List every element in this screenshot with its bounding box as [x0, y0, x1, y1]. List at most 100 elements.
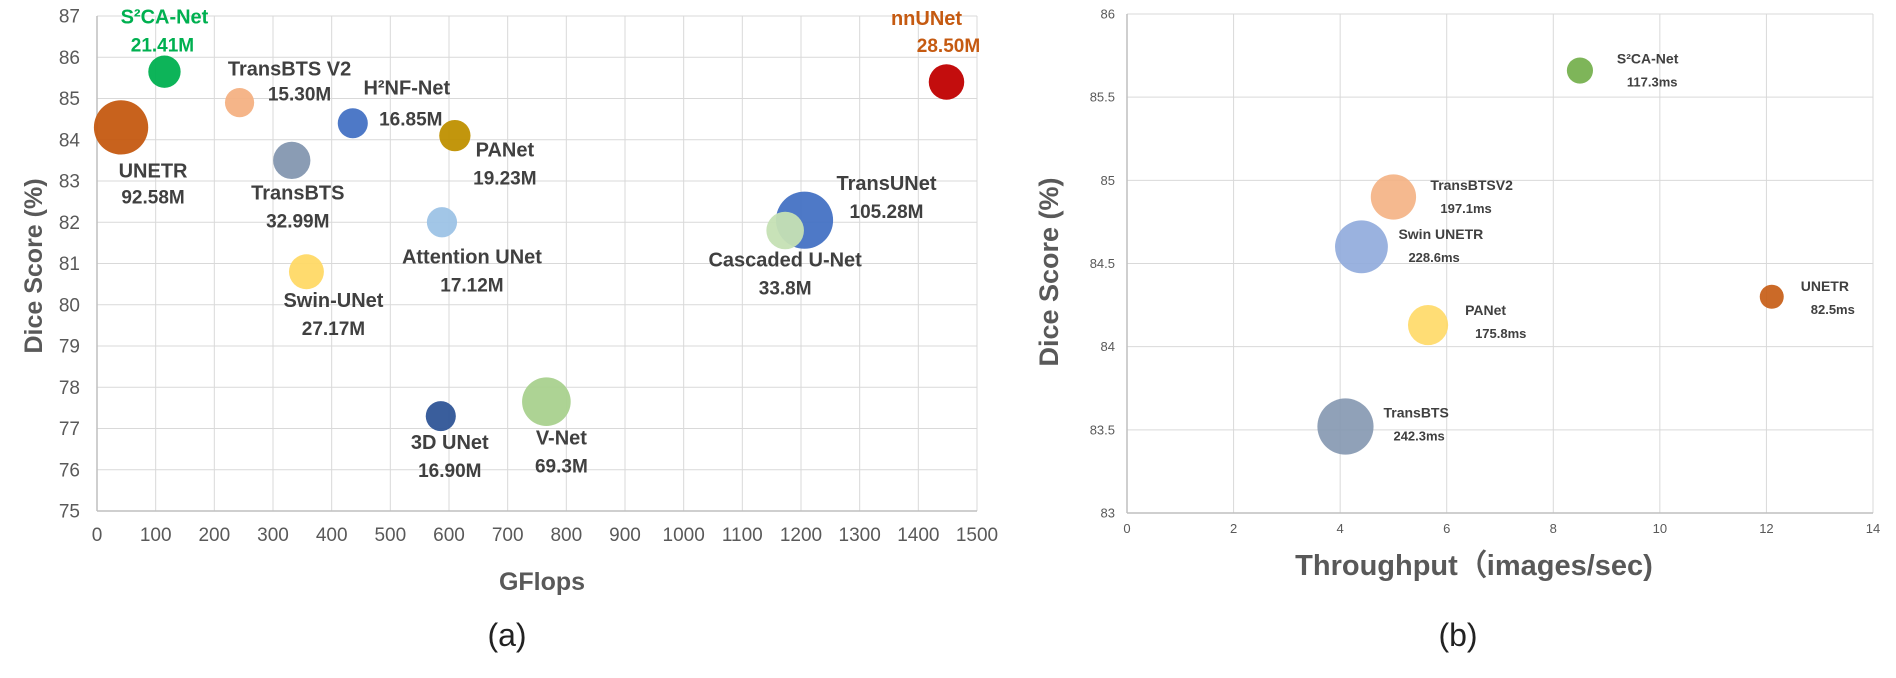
- panel-a-grid: [96, 15, 978, 512]
- panel-a-y-axis-title: Dice Score (%): [20, 178, 48, 353]
- x-tick-label: 1200: [780, 525, 822, 546]
- x-tick-label: 300: [257, 525, 289, 546]
- data-point-h-nf-net: [337, 108, 368, 139]
- panel-b-x-ticks: 0 2 4 6 8 10 12 14: [1123, 521, 1880, 536]
- x-tick-label: 600: [433, 525, 465, 546]
- point-name-label: 3D UNet: [411, 432, 489, 454]
- x-tick-label: 6: [1443, 521, 1450, 536]
- data-point-unetr: [1759, 284, 1784, 309]
- y-tick-label: 85: [59, 89, 80, 110]
- y-tick-label: 85: [1101, 173, 1115, 188]
- panel-a-gflops-chart: 0 100 200 300 400 500 600 700 800 900 1000 1100 1200…: [20, 7, 998, 653]
- point-value-label: 16.90M: [418, 461, 481, 482]
- point-name-label: Cascaded U-Net: [708, 250, 862, 272]
- data-point-transbts: [1317, 398, 1374, 455]
- point-name-label: V-Net: [536, 428, 587, 450]
- point-value-label: 33.8M: [759, 279, 812, 300]
- y-tick-label: 81: [59, 254, 80, 275]
- x-tick-label: 10: [1653, 521, 1667, 536]
- y-tick-label: 78: [59, 378, 80, 399]
- y-tick-label: 87: [59, 7, 80, 28]
- x-tick-label: 8: [1550, 521, 1557, 536]
- x-tick-label: 200: [198, 525, 230, 546]
- point-value-label: 27.17M: [302, 319, 365, 340]
- data-point-s-ca-net: [1566, 57, 1594, 84]
- data-point-transbts: [273, 141, 311, 180]
- data-point-panet: [439, 119, 471, 152]
- y-tick-label: 84: [1101, 339, 1115, 354]
- x-tick-label: 100: [140, 525, 172, 546]
- panel-b-axes: [1126, 14, 1873, 514]
- point-name-label: Attention UNet: [402, 246, 542, 268]
- panel-b-points: [1317, 57, 1784, 455]
- panel-a-points: [93, 55, 965, 432]
- y-tick-label: 83.5: [1090, 422, 1115, 437]
- point-name-label: PANet: [1465, 302, 1506, 318]
- data-point-transbtsv2: [1370, 174, 1417, 220]
- data-point-3d-unet: [425, 401, 456, 432]
- y-tick-label: 75: [59, 502, 80, 523]
- x-tick-label: 2: [1230, 521, 1237, 536]
- point-value-label: 197.1ms: [1440, 201, 1491, 216]
- x-tick-label: 1000: [663, 525, 705, 546]
- data-point-panet: [1407, 304, 1449, 346]
- point-name-label: Swin-UNet: [283, 290, 383, 312]
- y-tick-label: 85.5: [1090, 90, 1115, 105]
- panel-a-point-labels: S²CA-Net 21.41M nnUNet 28.50M TransBTS V2 15.…: [119, 7, 981, 482]
- x-tick-label: 1100: [722, 525, 763, 546]
- point-name-label: H²NF-Net: [363, 77, 450, 99]
- panel-a-axes: [96, 16, 977, 512]
- x-tick-label: 1300: [839, 525, 881, 546]
- x-tick-label: 700: [492, 525, 524, 546]
- panel-b-x-axis-title: Throughput（images/sec): [1295, 549, 1653, 582]
- y-tick-label: 86: [1101, 7, 1115, 22]
- point-name-label: S²CA-Net: [1617, 51, 1679, 67]
- x-tick-label: 4: [1337, 521, 1344, 536]
- data-point-attention-unet: [426, 207, 458, 238]
- point-value-label: 117.3ms: [1627, 75, 1678, 90]
- x-tick-label: 1400: [897, 525, 939, 546]
- panel-a-y-ticks: 75 76 77 78 79 80 81 82 83 84 85 86 87: [59, 7, 81, 523]
- panel-b-point-labels: S²CA-Net 117.3ms TransBTSV2 197.1ms Swin UNE…: [1383, 51, 1854, 444]
- point-value-label: 16.85M: [379, 109, 442, 130]
- point-value-label: 82.5ms: [1811, 302, 1855, 317]
- point-value-label: 28.50M: [917, 36, 980, 57]
- point-value-label: 228.6ms: [1408, 250, 1459, 265]
- x-tick-label: 14: [1866, 521, 1880, 536]
- y-tick-label: 80: [59, 295, 80, 316]
- panel-b-y-ticks: 83 83.5 84 84.5 85 85.5 86: [1090, 7, 1115, 521]
- point-value-label: 105.28M: [850, 202, 924, 223]
- panel-a-x-axis-title: GFlops: [499, 568, 585, 596]
- panel-b-y-axis-title: Dice Score (%): [1034, 177, 1064, 366]
- panel-b-throughput-chart: 0 2 4 6 8 10 12 14 83 83.5 84 84.5 85 85.5 86 S²CA-Ne…: [1034, 7, 1880, 653]
- y-tick-label: 84: [59, 130, 81, 151]
- y-tick-label: 82: [59, 213, 80, 234]
- point-value-label: 175.8ms: [1475, 326, 1526, 341]
- data-point-nnunet: [928, 64, 965, 100]
- data-point-cascaded-u-net: [766, 211, 804, 250]
- x-tick-label: 900: [609, 525, 641, 546]
- point-name-label: TransUNet: [837, 173, 937, 195]
- data-point-transbts-v2: [224, 88, 255, 118]
- point-value-label: 32.99M: [266, 211, 329, 232]
- point-value-label: 69.3M: [535, 457, 588, 478]
- y-tick-label: 86: [59, 48, 80, 69]
- x-tick-label: 500: [374, 525, 406, 546]
- panel-a-caption: (a): [487, 617, 526, 653]
- data-point-unetr: [93, 100, 149, 155]
- panel-b-caption: (b): [1438, 617, 1477, 653]
- point-name-label: PANet: [476, 140, 535, 162]
- point-name-label: UNETR: [119, 160, 188, 182]
- point-value-label: 92.58M: [121, 187, 184, 208]
- point-value-label: 15.30M: [268, 85, 331, 106]
- y-tick-label: 76: [59, 460, 80, 481]
- data-point-v-net: [522, 377, 571, 427]
- y-tick-label: 79: [59, 337, 80, 358]
- y-tick-label: 83: [1101, 506, 1115, 521]
- y-tick-label: 83: [59, 172, 80, 193]
- x-tick-label: 1500: [956, 525, 998, 546]
- point-value-label: 17.12M: [440, 275, 503, 296]
- point-name-label: TransBTS V2: [228, 59, 351, 81]
- point-value-label: 21.41M: [131, 36, 194, 57]
- point-name-label: UNETR: [1801, 278, 1849, 294]
